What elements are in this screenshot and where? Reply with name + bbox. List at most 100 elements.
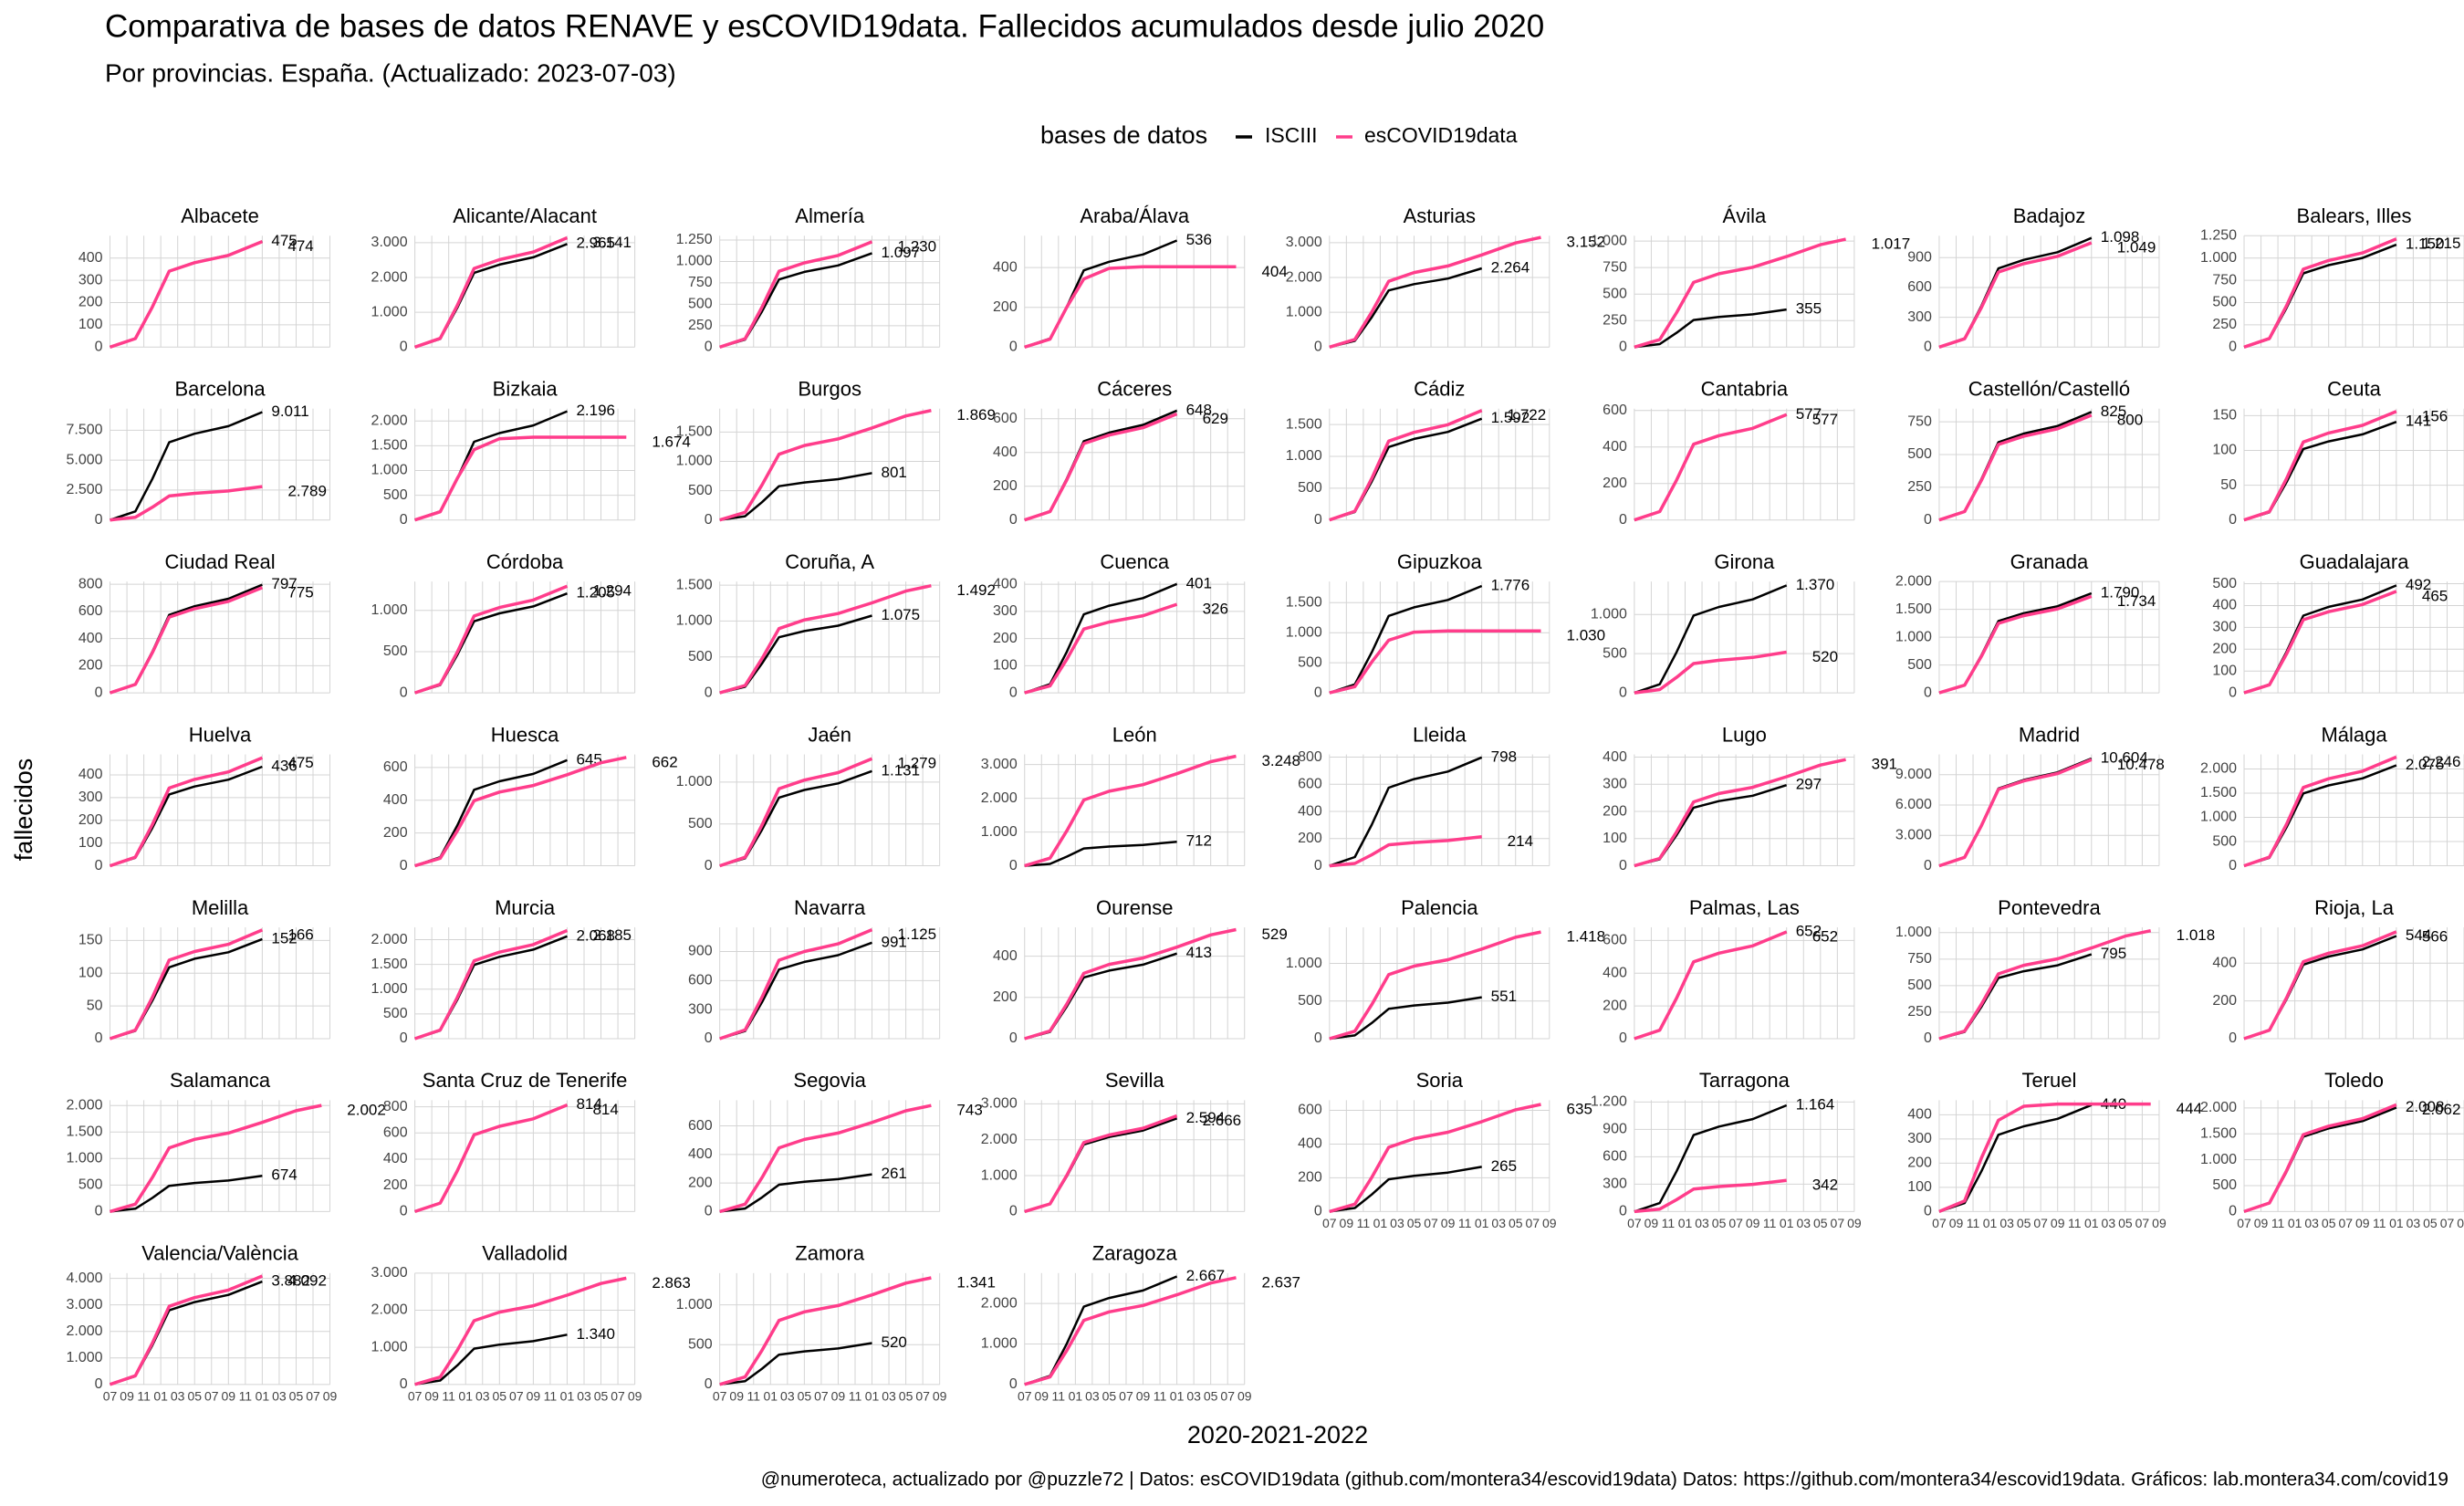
value-label: 265 xyxy=(1491,1157,1517,1175)
value-label: 326 xyxy=(1203,601,1228,618)
y-tick-label: 400 xyxy=(1298,803,1322,819)
y-tick-label: 1.000 xyxy=(981,1336,1018,1352)
y-tick-label: 400 xyxy=(383,792,408,808)
value-label: 436 xyxy=(271,757,297,774)
x-tick-label: 09 xyxy=(2051,1216,2065,1230)
y-tick-label: 1.500 xyxy=(371,957,408,972)
value-label: 1.592 xyxy=(1491,409,1530,426)
value-label: 2.594 xyxy=(1186,1109,1226,1126)
value-label: 577 xyxy=(1796,405,1822,423)
value-label: 391 xyxy=(1872,756,1897,773)
y-tick-label: 400 xyxy=(993,576,1018,591)
series-line xyxy=(110,1103,322,1214)
series-line xyxy=(1634,237,1846,349)
y-tick-label: 1.000 xyxy=(371,602,408,618)
y-tick-label: 0 xyxy=(400,512,408,528)
y-tick-label: 0 xyxy=(95,512,103,528)
panel-title: Lugo xyxy=(1722,723,1767,746)
y-tick-label: 500 xyxy=(1603,645,1627,661)
y-tick-label: 1.000 xyxy=(676,254,713,269)
series-line xyxy=(1938,594,2093,695)
y-tick-label: 500 xyxy=(2212,1177,2237,1193)
y-tick-label: 1.000 xyxy=(1286,956,1322,971)
series-line xyxy=(719,408,932,522)
y-tick-label: 250 xyxy=(688,318,713,333)
x-tick-label: 05 xyxy=(2322,1216,2336,1230)
value-label: 10.604 xyxy=(2101,748,2148,766)
y-tick-label: 400 xyxy=(2212,955,2237,970)
series-line xyxy=(1329,267,1483,349)
x-tick-label: 05 xyxy=(2017,1216,2031,1230)
y-tick-label: 1.000 xyxy=(1286,304,1322,319)
panel-title: Toledo xyxy=(2324,1069,2384,1092)
y-tick-label: 0 xyxy=(1314,685,1322,700)
y-tick-label: 500 xyxy=(383,487,408,503)
y-tick-label: 100 xyxy=(993,658,1018,674)
series-line xyxy=(109,586,264,695)
value-label: 152 xyxy=(271,929,297,946)
value-label: 492 xyxy=(2406,576,2431,593)
series-line xyxy=(2243,935,2397,1041)
y-tick-label: 0 xyxy=(2229,512,2237,528)
value-label: 1.125 xyxy=(898,926,937,943)
x-tick-label: 07 xyxy=(2033,1216,2048,1230)
panel-title: Murcia xyxy=(495,896,556,919)
y-tick-label: 200 xyxy=(1603,476,1627,491)
panel-title: Zamora xyxy=(795,1242,865,1265)
y-tick-label: 2.000 xyxy=(371,932,408,947)
x-tick-label: 03 xyxy=(1085,1389,1100,1404)
x-tick-label: 11 xyxy=(1357,1216,1371,1230)
y-tick-label: 2.000 xyxy=(66,1097,102,1113)
value-label: 2.002 xyxy=(347,1102,386,1119)
series-line xyxy=(1634,413,1788,522)
value-label: 413 xyxy=(1186,944,1212,961)
series-line xyxy=(414,1276,627,1386)
series-line xyxy=(414,243,568,349)
y-tick-label: 0 xyxy=(1009,858,1018,873)
value-label: 798 xyxy=(1491,748,1517,765)
panel-title: Albacete xyxy=(181,204,259,227)
y-tick-label: 300 xyxy=(78,272,103,288)
value-label: 401 xyxy=(1186,574,1212,591)
panel-title: Alicante/Alacant xyxy=(453,204,597,227)
value-label: 141 xyxy=(2406,413,2431,430)
series-line xyxy=(1024,239,1178,349)
y-tick-label: 0 xyxy=(400,1204,408,1219)
y-tick-label: 300 xyxy=(1603,777,1627,792)
y-tick-label: 3.000 xyxy=(1286,235,1322,250)
x-tick-label: 11 xyxy=(2271,1216,2285,1230)
y-tick-label: 0 xyxy=(1619,685,1627,700)
series-line xyxy=(1329,756,1483,867)
y-tick-label: 1.250 xyxy=(2200,228,2237,244)
y-tick-label: 200 xyxy=(78,812,103,828)
value-label: 2.863 xyxy=(652,1274,691,1292)
y-tick-label: 1.000 xyxy=(981,1167,1018,1183)
y-tick-label: 1.000 xyxy=(1286,624,1322,640)
value-label: 3.882 xyxy=(271,1272,310,1290)
y-tick-label: 0 xyxy=(2229,1204,2237,1219)
x-tick-label: 01 xyxy=(764,1389,778,1404)
value-label: 2.965 xyxy=(576,235,615,252)
y-tick-label: 2.000 xyxy=(2200,761,2237,777)
series-line xyxy=(1634,584,1788,695)
y-tick-label: 0 xyxy=(95,685,103,700)
value-label: 1.230 xyxy=(898,237,937,255)
value-label: 465 xyxy=(2422,587,2448,604)
x-tick-label: 03 xyxy=(1796,1216,1811,1230)
series-line xyxy=(719,1276,932,1386)
value-label: 475 xyxy=(271,232,297,249)
y-tick-label: 300 xyxy=(993,603,1018,619)
x-tick-label: 07 xyxy=(1220,1389,1235,1404)
y-tick-label: 1.000 xyxy=(981,824,1018,840)
x-tick-label: 07 xyxy=(509,1389,524,1404)
y-tick-label: 300 xyxy=(2212,620,2237,635)
x-tick-label: 07 xyxy=(2237,1216,2251,1230)
value-label: 629 xyxy=(1203,410,1228,427)
y-tick-label: 1.500 xyxy=(1286,416,1322,432)
series-line xyxy=(2243,243,2397,349)
x-tick-label: 09 xyxy=(1441,1216,1456,1230)
y-tick-label: 500 xyxy=(78,1177,103,1193)
y-tick-label: 900 xyxy=(688,944,713,959)
series-line xyxy=(110,485,263,522)
panel-title: Málaga xyxy=(2321,723,2387,746)
